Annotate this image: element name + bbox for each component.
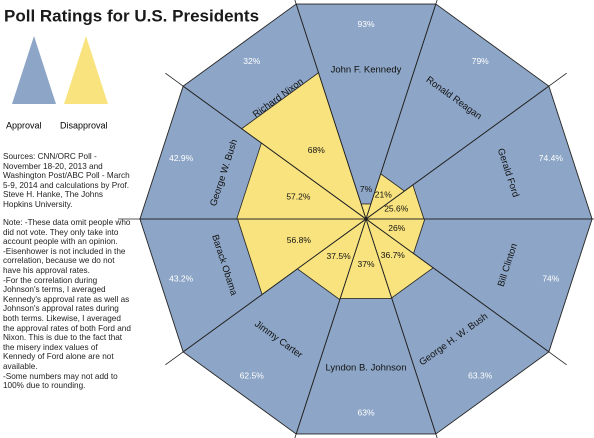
- notes: Note: -These data omit people who did no…: [3, 218, 131, 391]
- spoke: [365, 218, 438, 438]
- spoke: [365, 72, 567, 220]
- category-label: Lyndon B. Johnson: [326, 363, 407, 374]
- value-label: 26%: [388, 223, 405, 233]
- spoke: [365, 0, 438, 220]
- value-label: 63.3%: [468, 370, 493, 380]
- value-label: 57.2%: [286, 191, 311, 201]
- spoke: [165, 72, 367, 220]
- note: -For the correlation during Johnson's te…: [3, 275, 131, 371]
- value-label: 63%: [357, 408, 374, 418]
- note: -Some numbers may not add to 100% due to…: [3, 371, 118, 391]
- spoke: [165, 218, 367, 366]
- value-label: 79%: [472, 56, 489, 66]
- spoke: [365, 218, 567, 366]
- value-label: 62.5%: [240, 370, 265, 380]
- value-label: 7%: [360, 184, 373, 194]
- value-label: 37.5%: [327, 251, 352, 261]
- value-label: 56.8%: [287, 235, 312, 245]
- value-label: 36.7%: [381, 250, 406, 260]
- value-label: 93%: [357, 19, 374, 29]
- value-label: 68%: [308, 145, 325, 155]
- value-label: 32%: [243, 56, 260, 66]
- note: -Eisenhower is not included in the corre…: [3, 246, 126, 275]
- value-label: 42.9%: [169, 153, 194, 163]
- value-label: 74%: [542, 273, 559, 283]
- value-label: 25.6%: [384, 203, 409, 213]
- legend-swatch: [12, 36, 56, 104]
- spoke: [294, 218, 367, 438]
- legend-swatch: [64, 36, 108, 104]
- value-label: 74.4%: [539, 153, 564, 163]
- legend-label: Approval: [6, 120, 42, 130]
- chart-title: Poll Ratings for U.S. Presidents: [4, 6, 259, 25]
- spoke: [294, 0, 367, 220]
- value-label: 37%: [357, 259, 374, 269]
- legend-label: Disapproval: [60, 120, 108, 130]
- value-label: 21%: [375, 189, 392, 199]
- note: Note: -These data omit people who did no…: [3, 218, 131, 247]
- category-label: John F. Kennedy: [331, 64, 402, 75]
- sources: Sources: CNN/ORC Poll - November 18-20, …: [3, 152, 130, 209]
- value-label: 43.2%: [169, 273, 194, 283]
